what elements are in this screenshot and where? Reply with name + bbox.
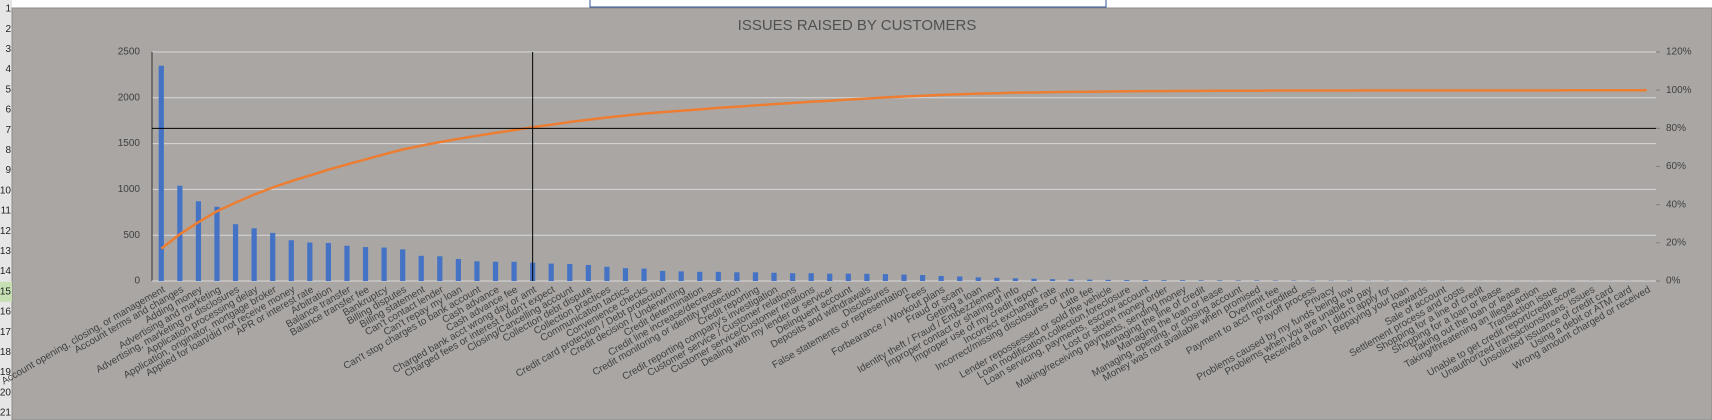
bar <box>307 242 313 281</box>
y2-tick-label: 100% <box>1666 85 1692 96</box>
bar <box>752 272 759 281</box>
bar <box>195 201 202 281</box>
bar <box>232 224 239 281</box>
y2-tick-label: 40% <box>1666 199 1686 210</box>
bar <box>771 272 777 281</box>
bar <box>288 240 294 281</box>
bar <box>585 264 591 281</box>
bar <box>641 268 647 281</box>
bar <box>492 261 499 281</box>
bar <box>1142 280 1148 281</box>
bar <box>548 263 554 281</box>
bar <box>1179 280 1186 281</box>
row-header: 6 <box>5 105 11 116</box>
y-tick-label: 0 <box>134 276 140 287</box>
bar <box>715 271 721 281</box>
bar <box>901 274 907 281</box>
row-header: 7 <box>5 125 11 136</box>
cumulative-line <box>160 88 1647 250</box>
chart-area <box>11 7 1712 420</box>
bar <box>400 249 406 281</box>
bar <box>1161 280 1167 281</box>
bar <box>734 272 740 281</box>
bar <box>344 245 350 281</box>
y2-tick-label: 20% <box>1666 237 1686 248</box>
row-header: 21 <box>0 408 11 419</box>
bar <box>251 228 257 281</box>
row-header: 5 <box>5 84 11 95</box>
row-header: 13 <box>0 246 11 257</box>
bar <box>362 247 369 281</box>
row-header: 18 <box>0 347 11 358</box>
bar <box>1049 279 1056 281</box>
y-tick-label: 2000 <box>118 92 141 103</box>
bar <box>938 275 944 281</box>
row-header: 16 <box>0 307 11 318</box>
row-header: 2 <box>5 24 11 35</box>
row-header: 20 <box>0 387 11 398</box>
bar <box>827 273 833 281</box>
row-header-selected <box>0 281 12 302</box>
y2-tick-label: 0% <box>1666 276 1681 287</box>
bar <box>1124 280 1130 281</box>
row-header: 9 <box>5 165 11 176</box>
y-tick-label: 500 <box>123 230 140 241</box>
y-tick-label: 2500 <box>118 47 141 58</box>
y2-tick-label: 120% <box>1666 47 1692 58</box>
bar <box>789 273 796 281</box>
bar <box>325 242 331 281</box>
row-header: 1 <box>5 4 11 15</box>
bar <box>158 65 164 282</box>
bar <box>567 264 573 281</box>
y-tick-label: 1500 <box>118 138 141 149</box>
bar <box>994 277 1000 281</box>
bar <box>919 275 926 281</box>
bar <box>957 276 963 281</box>
row-header: 14 <box>0 266 11 277</box>
bar <box>1217 280 1223 281</box>
bar <box>418 255 424 281</box>
bar <box>1068 279 1074 281</box>
row-header: 12 <box>0 226 11 237</box>
bar <box>1198 280 1204 281</box>
bar <box>1087 279 1093 281</box>
y2-tick-label: 60% <box>1666 161 1686 172</box>
bar <box>808 273 814 281</box>
bar <box>437 256 443 281</box>
bar <box>381 247 387 281</box>
chart-title: ISSUES RAISED BY CUSTOMERS <box>738 17 977 34</box>
bar <box>697 271 703 281</box>
bar <box>1031 278 1037 281</box>
row-header: 3 <box>5 44 11 55</box>
bar <box>214 206 220 281</box>
bar <box>975 277 981 281</box>
row-header: 4 <box>5 64 11 75</box>
row-header: 17 <box>0 327 11 338</box>
bar <box>455 259 461 281</box>
bar <box>604 266 610 281</box>
sheet-strip <box>12 0 1712 8</box>
bar <box>474 261 480 281</box>
row-header: 10 <box>0 185 11 196</box>
row-header: 8 <box>5 145 11 156</box>
selected-cell <box>589 0 1107 8</box>
row-header: 15 <box>0 286 11 297</box>
bar <box>845 273 851 281</box>
bar <box>1012 278 1019 281</box>
row-header-column <box>0 0 12 420</box>
y-tick-label: 1000 <box>118 184 141 195</box>
bar <box>678 271 684 281</box>
bar <box>660 270 666 281</box>
bar <box>882 274 889 281</box>
y2-tick-label: 80% <box>1666 123 1686 134</box>
bar <box>511 261 517 281</box>
bar <box>864 273 870 281</box>
bar <box>1105 279 1111 281</box>
bar <box>270 232 276 281</box>
row-header: 19 <box>0 367 11 378</box>
row-header: 11 <box>1 206 12 217</box>
bar <box>622 268 629 281</box>
